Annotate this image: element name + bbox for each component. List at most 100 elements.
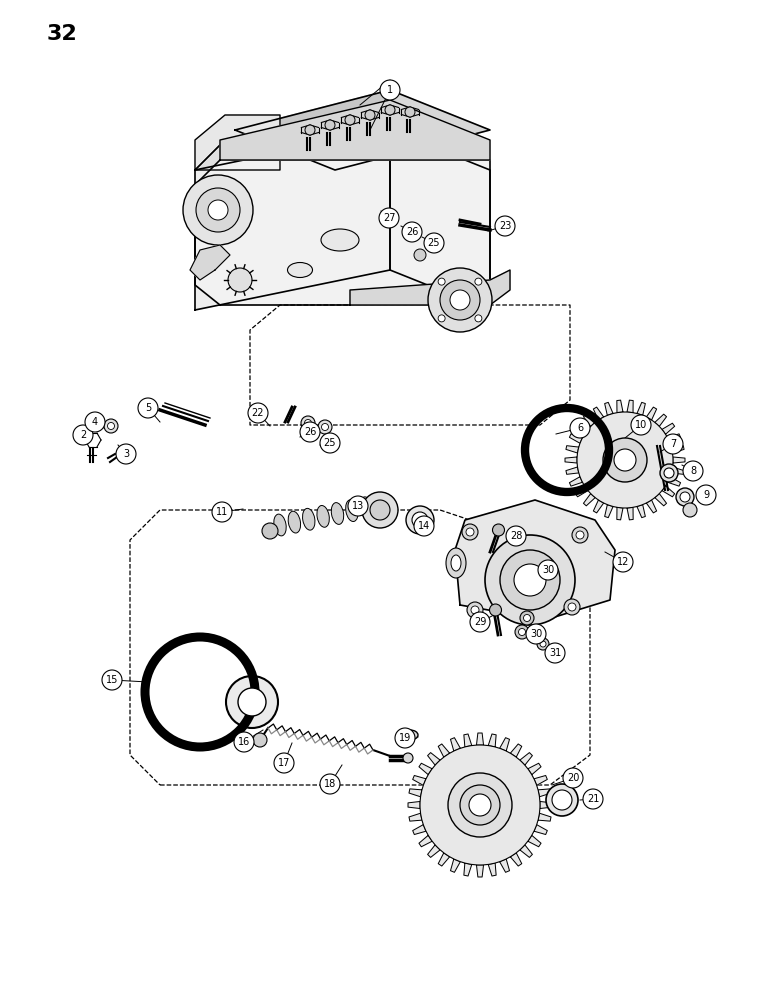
Circle shape — [469, 794, 491, 816]
Circle shape — [540, 641, 546, 647]
Polygon shape — [673, 457, 685, 463]
Polygon shape — [594, 500, 604, 513]
Circle shape — [466, 528, 474, 536]
Text: 16: 16 — [238, 737, 250, 747]
Text: 9: 9 — [703, 490, 709, 500]
Polygon shape — [438, 744, 449, 757]
Text: 32: 32 — [47, 24, 78, 44]
Circle shape — [515, 625, 529, 639]
Circle shape — [73, 425, 93, 445]
Polygon shape — [510, 744, 522, 757]
Text: 25: 25 — [427, 238, 440, 248]
Text: 28: 28 — [510, 531, 522, 541]
Polygon shape — [583, 414, 595, 426]
Circle shape — [613, 552, 633, 572]
Circle shape — [660, 464, 678, 482]
Circle shape — [321, 424, 328, 430]
Ellipse shape — [288, 262, 313, 277]
Polygon shape — [655, 494, 667, 506]
Text: 6: 6 — [577, 423, 583, 433]
Polygon shape — [477, 865, 484, 877]
Circle shape — [523, 614, 530, 621]
Polygon shape — [464, 863, 472, 876]
Circle shape — [253, 733, 267, 747]
Circle shape — [577, 412, 673, 508]
Text: 26: 26 — [406, 227, 418, 237]
Circle shape — [576, 531, 584, 539]
Polygon shape — [477, 733, 484, 745]
Circle shape — [405, 107, 415, 117]
Polygon shape — [528, 835, 541, 847]
Text: 15: 15 — [106, 675, 119, 685]
Circle shape — [234, 732, 254, 752]
Circle shape — [196, 188, 240, 232]
Circle shape — [475, 278, 482, 285]
Text: 3: 3 — [123, 449, 129, 459]
Ellipse shape — [402, 730, 418, 740]
Text: 5: 5 — [145, 403, 151, 413]
Text: 11: 11 — [216, 507, 228, 517]
Circle shape — [420, 745, 540, 865]
Circle shape — [460, 785, 500, 825]
Text: 13: 13 — [352, 501, 364, 511]
Circle shape — [572, 527, 588, 543]
Text: 14: 14 — [418, 521, 430, 531]
Polygon shape — [409, 789, 422, 797]
Text: 20: 20 — [567, 773, 580, 783]
Polygon shape — [510, 853, 522, 866]
Polygon shape — [576, 423, 588, 434]
Text: 10: 10 — [635, 420, 647, 430]
Circle shape — [570, 418, 590, 438]
Polygon shape — [534, 775, 548, 785]
Polygon shape — [438, 853, 449, 866]
Text: 30: 30 — [530, 629, 542, 639]
Circle shape — [117, 448, 127, 458]
Circle shape — [603, 438, 647, 482]
Polygon shape — [455, 500, 615, 620]
Polygon shape — [672, 467, 684, 474]
Text: 12: 12 — [617, 557, 629, 567]
Circle shape — [664, 468, 674, 478]
Circle shape — [325, 120, 335, 130]
Polygon shape — [617, 507, 623, 520]
Text: 2: 2 — [80, 430, 86, 440]
Ellipse shape — [446, 548, 466, 578]
Circle shape — [564, 599, 580, 615]
Circle shape — [414, 516, 434, 536]
Circle shape — [304, 420, 311, 426]
Circle shape — [520, 611, 534, 625]
Circle shape — [403, 753, 413, 763]
Circle shape — [475, 315, 482, 322]
Circle shape — [370, 500, 390, 520]
Polygon shape — [569, 434, 583, 443]
Polygon shape — [488, 734, 496, 747]
Polygon shape — [668, 434, 681, 443]
Polygon shape — [534, 825, 548, 835]
Polygon shape — [519, 753, 533, 765]
Polygon shape — [647, 500, 657, 513]
Circle shape — [438, 278, 445, 285]
Circle shape — [226, 676, 278, 728]
Ellipse shape — [332, 503, 344, 524]
Text: 4: 4 — [92, 417, 98, 427]
Polygon shape — [190, 245, 230, 280]
Polygon shape — [488, 863, 496, 876]
Polygon shape — [500, 738, 509, 751]
Polygon shape — [195, 130, 390, 310]
Circle shape — [696, 485, 716, 505]
Circle shape — [365, 110, 375, 120]
Circle shape — [414, 249, 426, 261]
Circle shape — [680, 492, 690, 502]
Ellipse shape — [360, 497, 373, 519]
Text: 31: 31 — [549, 648, 561, 658]
Ellipse shape — [346, 500, 358, 522]
Ellipse shape — [274, 514, 286, 536]
Circle shape — [471, 606, 479, 614]
Circle shape — [183, 175, 253, 245]
Text: 19: 19 — [399, 733, 411, 743]
Circle shape — [546, 784, 578, 816]
Circle shape — [345, 115, 355, 125]
Circle shape — [490, 604, 502, 616]
Circle shape — [228, 268, 252, 292]
Polygon shape — [419, 763, 432, 775]
